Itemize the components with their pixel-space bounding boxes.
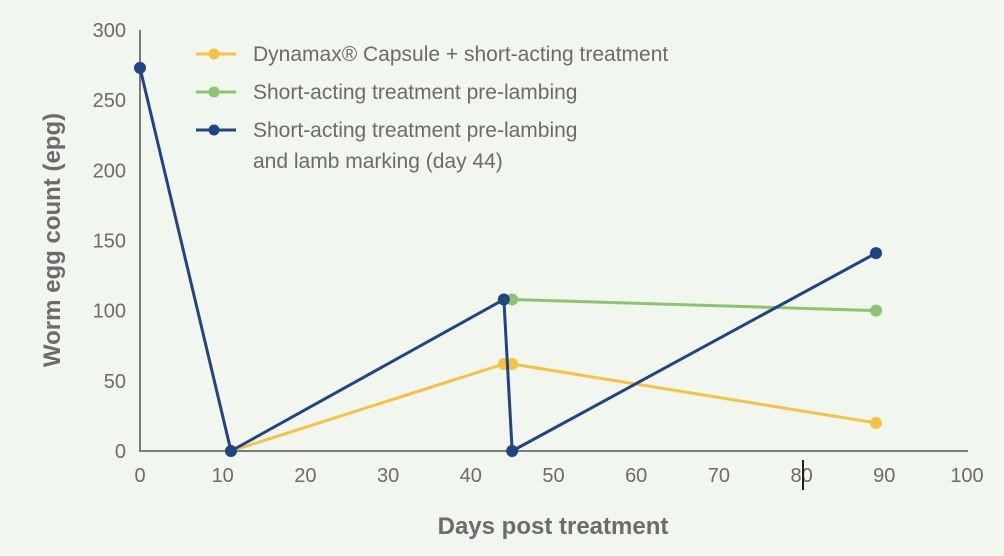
data-point-marker <box>497 293 510 306</box>
y-tick-label: 200 <box>93 160 126 182</box>
x-axis-ticks: 0 10 20 30 40 50 60 70 80 90 100 <box>134 465 983 487</box>
series-3 <box>134 61 883 457</box>
x-tick-label: 80 <box>790 465 812 487</box>
legend-item-1: Dynamax® Capsule + short-acting treatmen… <box>196 43 668 66</box>
x-tick-label: 70 <box>708 465 730 487</box>
series-layer <box>134 61 883 457</box>
data-point-marker <box>506 293 519 306</box>
x-tick-label: 10 <box>212 465 234 487</box>
y-tick-label: 250 <box>93 90 126 112</box>
x-tick-label: 0 <box>134 465 145 487</box>
y-tick-label: 150 <box>93 231 126 253</box>
series-1 <box>224 357 883 457</box>
text-cursor <box>802 460 804 490</box>
legend-label: Short-acting treatment pre-lambing <box>253 119 578 142</box>
legend-marker-icon <box>208 124 220 136</box>
legend-label: Dynamax® Capsule + short-acting treatmen… <box>253 43 668 66</box>
x-tick-label: 100 <box>950 465 983 487</box>
legend-item-2: Short-acting treatment pre-lambing <box>196 81 578 104</box>
x-tick-label: 20 <box>294 465 316 487</box>
series-2 <box>497 293 883 317</box>
data-point-marker <box>870 304 883 317</box>
legend-item-3: Short-acting treatment pre-lambing and la… <box>196 119 578 173</box>
data-point-marker <box>870 247 883 260</box>
y-axis-ticks: 0 50 100 150 200 250 300 <box>93 20 126 463</box>
x-tick-label: 30 <box>377 465 399 487</box>
series-line <box>503 297 877 313</box>
y-tick-label: 0 <box>115 441 126 463</box>
y-tick-label: 100 <box>93 301 126 323</box>
y-tick-label: 50 <box>104 371 126 393</box>
y-axis-title: Worm egg count (epg) <box>39 113 66 367</box>
data-point-marker <box>224 445 237 457</box>
legend-marker-icon <box>208 48 220 60</box>
y-tick-label: 300 <box>93 20 126 42</box>
data-point-marker <box>506 445 519 457</box>
legend-marker-icon <box>208 86 220 98</box>
legend: Dynamax® Capsule + short-acting treatmen… <box>196 43 668 173</box>
x-tick-label: 60 <box>625 465 647 487</box>
x-axis-title: Days post treatment <box>438 513 669 540</box>
x-tick-label: 40 <box>460 465 482 487</box>
legend-label: Short-acting treatment pre-lambing <box>253 81 578 104</box>
x-tick-label: 90 <box>873 465 895 487</box>
series-line <box>230 362 877 453</box>
data-point-marker <box>870 416 883 429</box>
legend-label: and lamb marking (day 44) <box>253 150 503 173</box>
x-tick-label: 50 <box>542 465 564 487</box>
data-point-marker <box>134 61 146 74</box>
data-point-marker <box>506 357 519 370</box>
